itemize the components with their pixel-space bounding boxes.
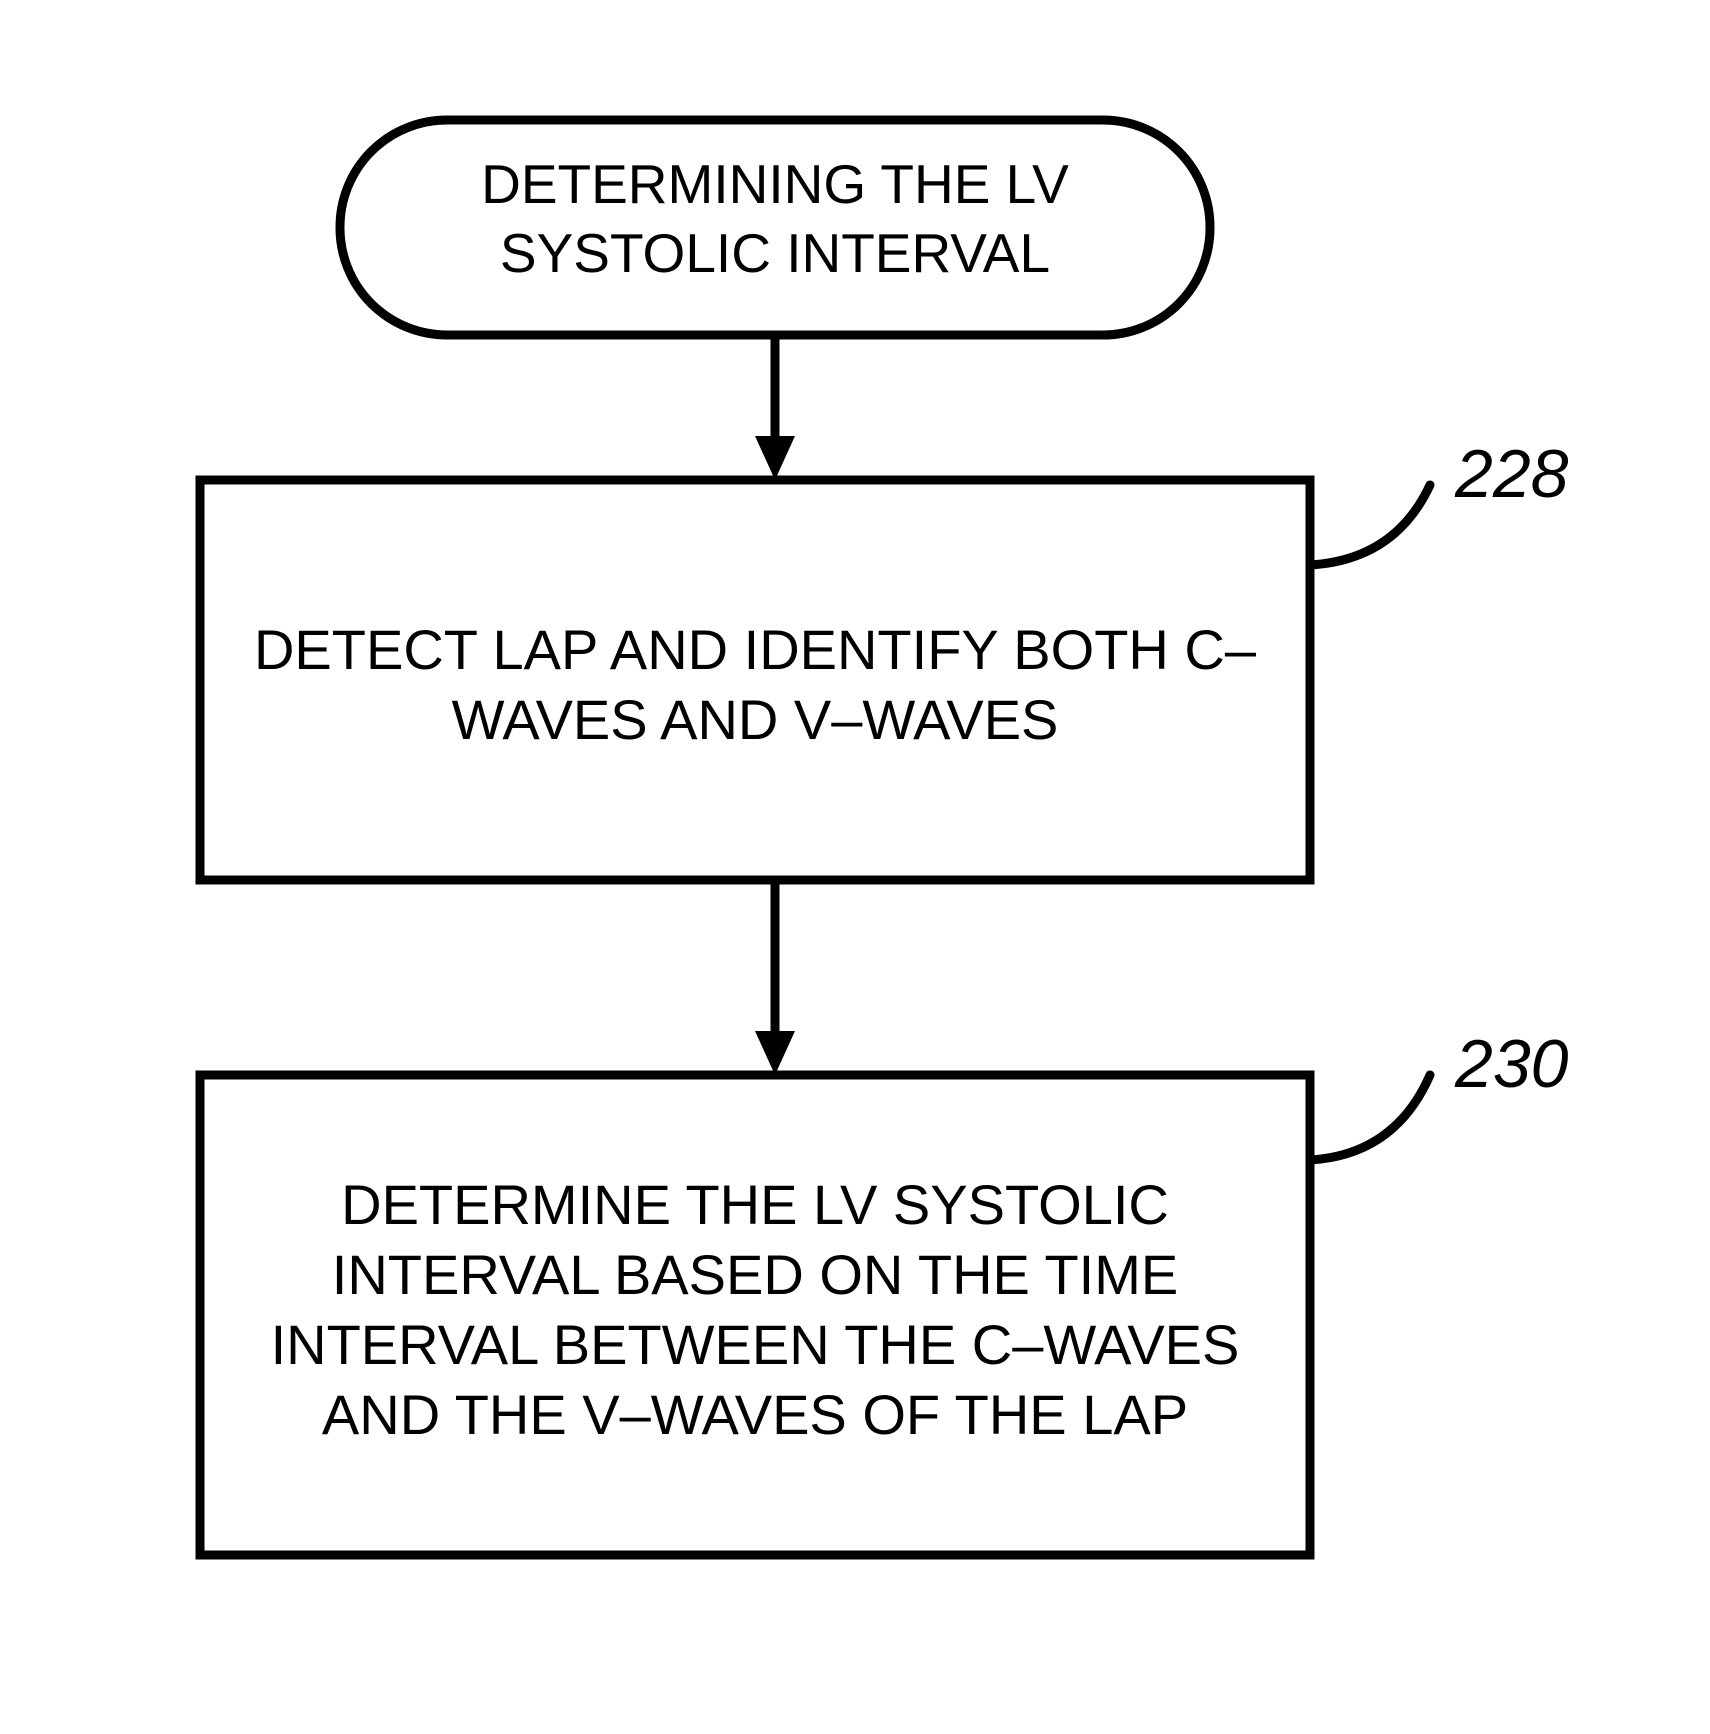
terminator-start: DETERMINING THE LV SYSTOLIC INTERVAL bbox=[340, 150, 1210, 288]
process-step-1: DETECT LAP AND IDENTIFY BOTH C–WAVES AND… bbox=[200, 615, 1310, 755]
ref-label-228: 228 bbox=[1455, 435, 1568, 513]
process-step-2: DETERMINE THE LV SYSTOLIC INTERVAL BASED… bbox=[200, 1170, 1310, 1450]
ref-label-230: 230 bbox=[1455, 1025, 1568, 1103]
